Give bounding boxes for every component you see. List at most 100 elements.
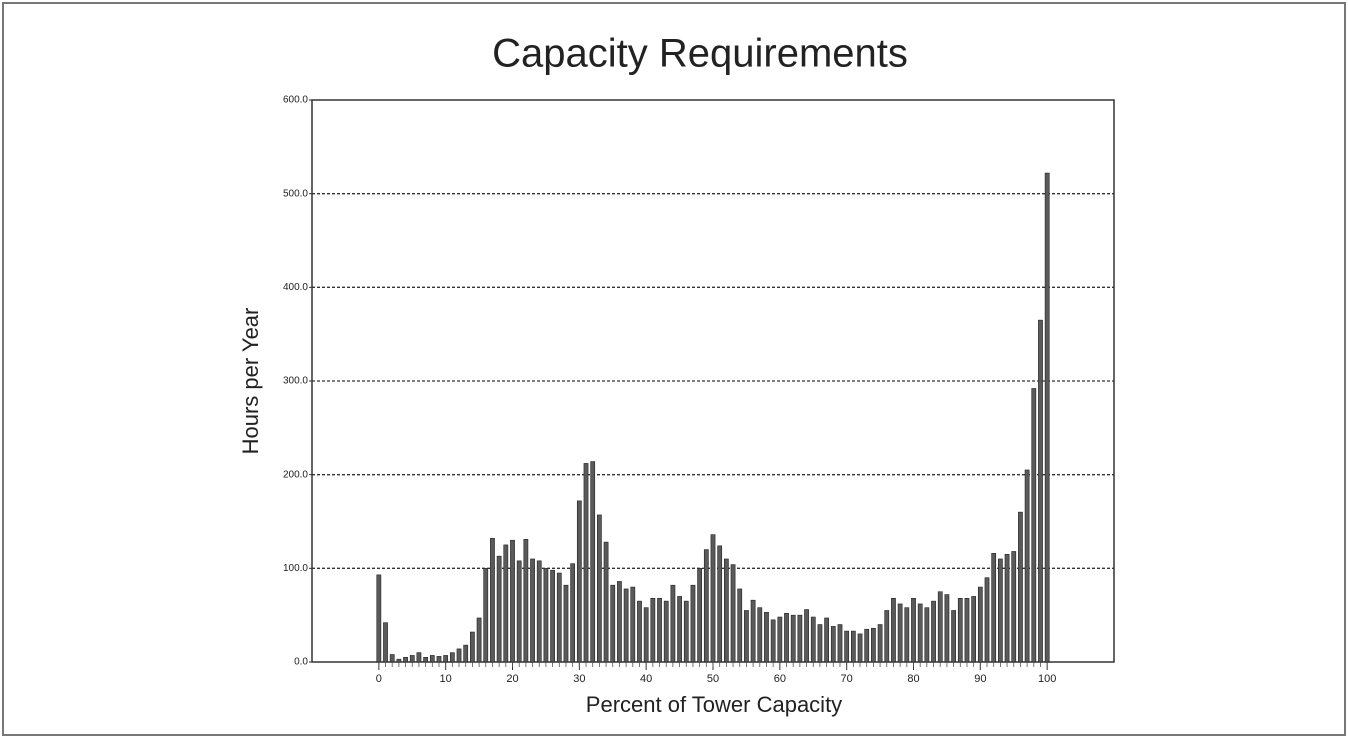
bar (516, 560, 522, 663)
bar (570, 563, 576, 663)
bar (416, 652, 422, 663)
bar (576, 500, 582, 663)
bar (844, 630, 850, 663)
bar (383, 622, 388, 663)
bar (530, 558, 535, 663)
bar (824, 617, 829, 663)
bar (523, 538, 529, 663)
bar (1031, 388, 1037, 663)
bar (971, 596, 977, 663)
bar (871, 627, 876, 663)
bar (991, 553, 997, 663)
bar (476, 617, 482, 663)
y-tick-label: 600.0 (283, 95, 308, 106)
bar (630, 586, 636, 663)
x-tick-label: 40 (640, 673, 652, 685)
x-tick-label: 10 (440, 673, 452, 685)
bar (1011, 551, 1017, 663)
bar (723, 558, 729, 663)
x-tick-label: 20 (506, 673, 518, 685)
bar (643, 607, 649, 663)
bar (737, 588, 743, 663)
bar (730, 564, 736, 663)
bar (597, 514, 602, 663)
bar (951, 610, 956, 663)
bar (917, 603, 923, 663)
bar (603, 541, 609, 663)
x-tick-label: 80 (907, 673, 919, 685)
bar (797, 614, 803, 663)
y-tick-label: 0.0 (294, 657, 308, 668)
bar (911, 598, 916, 663)
y-tick-label: 500.0 (283, 188, 308, 199)
bar (1044, 172, 1050, 663)
bar (710, 534, 716, 663)
bar (403, 657, 408, 663)
x-tick-label: 70 (841, 673, 853, 685)
bar (984, 577, 990, 663)
bar (670, 584, 676, 663)
bar (436, 656, 442, 663)
bar (1024, 469, 1030, 663)
bar (884, 610, 890, 663)
bar (496, 555, 502, 663)
bar (490, 538, 495, 663)
x-tick-label: 50 (707, 673, 719, 685)
bar (456, 648, 462, 663)
bar (463, 644, 469, 663)
bar (396, 658, 402, 663)
bar (944, 594, 950, 663)
bar (750, 599, 756, 663)
bar (389, 654, 395, 663)
bar (583, 463, 589, 663)
x-tick-label: 90 (974, 673, 986, 685)
bar (503, 544, 509, 663)
bar (804, 609, 809, 663)
bar (637, 600, 642, 663)
bar (617, 581, 622, 663)
bar (376, 574, 382, 663)
bar (650, 598, 656, 663)
bar (977, 586, 983, 663)
bar (536, 560, 542, 663)
y-tick-label: 100.0 (283, 563, 308, 574)
bar (817, 624, 823, 663)
x-tick-label: 100 (1038, 673, 1056, 685)
bar (837, 624, 843, 663)
bar (550, 569, 555, 663)
bar (423, 657, 428, 663)
bar (657, 598, 662, 663)
bar (510, 539, 515, 663)
bar (1038, 319, 1043, 663)
bar (897, 603, 903, 663)
bar (857, 633, 863, 663)
x-tick-label: 30 (573, 673, 585, 685)
bar (677, 596, 682, 663)
bar (409, 655, 415, 663)
bar (790, 614, 796, 663)
bar (703, 549, 709, 663)
bar (1004, 553, 1010, 663)
y-tick-label: 200.0 (283, 469, 308, 480)
bar (877, 624, 883, 663)
bar (757, 607, 763, 663)
x-tick-label: 60 (774, 673, 786, 685)
bar (717, 545, 723, 663)
bar (690, 584, 696, 663)
y-axis-label: Hours per Year (238, 308, 263, 455)
bar (443, 655, 449, 663)
bar (777, 616, 783, 663)
bar (998, 558, 1003, 663)
bar (891, 598, 896, 663)
bar (864, 628, 870, 663)
bar (1018, 511, 1023, 663)
bar (563, 584, 569, 663)
bar (830, 626, 836, 663)
bar (937, 591, 943, 663)
bar (770, 619, 776, 663)
bar (964, 598, 970, 663)
bar (610, 584, 616, 663)
bar (931, 600, 936, 663)
bar (470, 631, 475, 663)
